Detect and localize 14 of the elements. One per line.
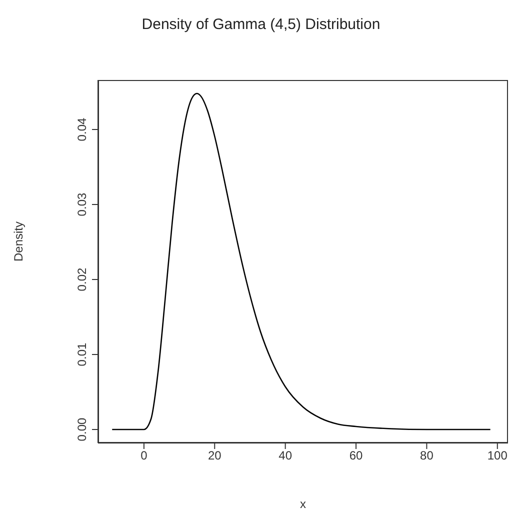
y-axis-title: Density <box>11 221 26 262</box>
y-tick-label: 0.00 <box>75 418 89 442</box>
x-axis-title: x <box>300 497 306 511</box>
y-tick-label: 0.04 <box>75 118 89 142</box>
chart-title: Density of Gamma (4,5) Distribution <box>140 16 382 33</box>
x-tick-label: 0 <box>140 448 148 463</box>
x-tick-label: 100 <box>487 448 508 463</box>
y-tick-label: 0.03 <box>75 192 89 216</box>
x-tick-label: 60 <box>349 448 364 463</box>
x-tick-label: 80 <box>420 448 434 463</box>
x-tick-label: 40 <box>278 448 292 463</box>
x-tick-label: 20 <box>208 448 222 463</box>
y-tick-label: 0.01 <box>75 342 89 366</box>
y-tick-label: 0.02 <box>75 268 89 292</box>
